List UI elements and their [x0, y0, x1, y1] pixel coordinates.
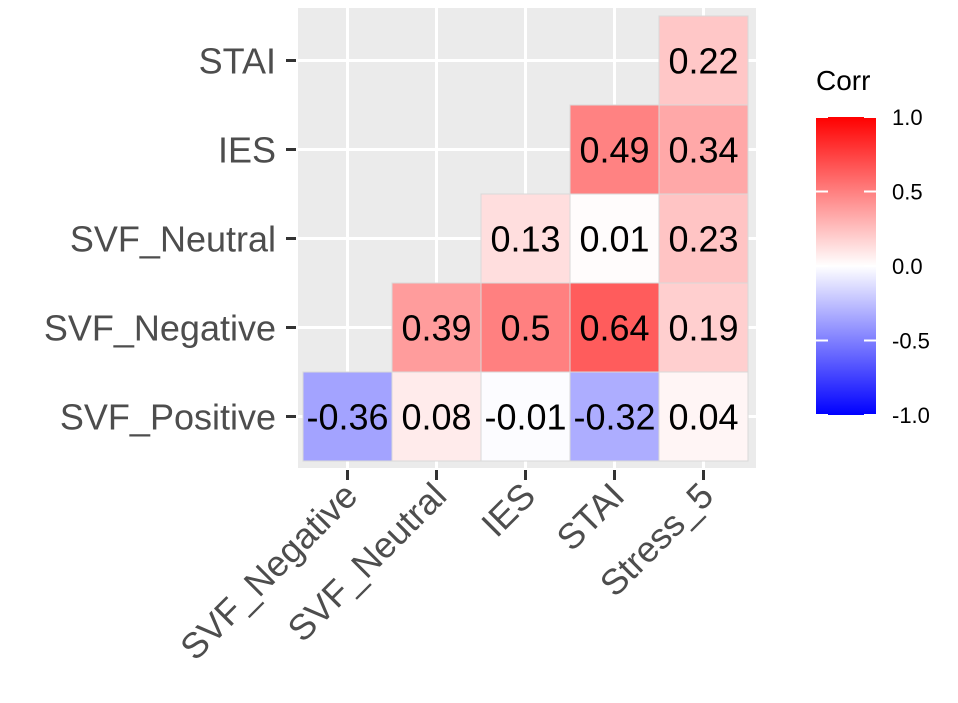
- heatmap-cell: [480, 371, 571, 462]
- heatmap-cell: [658, 282, 749, 373]
- heatmap-cell: [391, 371, 482, 462]
- y-tick-label: SVF_Positive: [60, 397, 276, 438]
- cell-value-label: 0.49: [579, 130, 649, 171]
- heatmap-cell: [658, 15, 749, 106]
- cell-value-label: 0.13: [490, 219, 560, 260]
- y-tick-label: SVF_Negative: [44, 308, 276, 349]
- cell-value-label: 0.19: [668, 308, 738, 349]
- heatmap-cell: [658, 193, 749, 284]
- legend-tick-label: 0.5: [892, 180, 923, 205]
- legend-title: Corr: [816, 65, 870, 96]
- cell-value-label: 0.23: [668, 219, 738, 260]
- x-tick-label: STAI: [548, 475, 632, 559]
- heatmap-cell: [480, 193, 571, 284]
- cell-value-label: 0.34: [668, 130, 738, 171]
- x-tick-label: IES: [473, 475, 543, 545]
- color-legend: Corr 1.0 0.5 0.0 -0.5 -1.0: [816, 65, 930, 428]
- cell-value-label: -0.32: [573, 397, 655, 438]
- heatmap-cell: [658, 104, 749, 195]
- cell-value-label: -0.36: [306, 397, 388, 438]
- y-tick-label: IES: [218, 130, 276, 171]
- legend-tick-label: 0.0: [892, 254, 923, 279]
- heatmap-cell: [391, 282, 482, 373]
- legend-tick-label: -1.0: [892, 403, 930, 428]
- y-axis: SVF_Positive SVF_Negative SVF_Neutral IES ST…: [44, 41, 296, 438]
- heatmap-cell: [658, 371, 749, 462]
- cell-value-label: 0.01: [579, 219, 649, 260]
- cell-value-label: 0.64: [579, 308, 649, 349]
- cell-value-label: 0.39: [401, 308, 471, 349]
- cell-value-label: 0.22: [668, 41, 738, 82]
- cell-value-label: 0.04: [668, 397, 738, 438]
- y-tick-label: SVF_Neutral: [70, 219, 276, 260]
- heatmap-cell: [569, 193, 660, 284]
- y-tick-label: STAI: [199, 41, 276, 82]
- heatmap-cell: [302, 371, 393, 462]
- legend-tick-label: -0.5: [892, 329, 930, 354]
- heatmap-cells: -0.36 0.08 -0.01 -0.32 0.04 0.39 0.5 0.64 0.19 0.…: [302, 15, 749, 462]
- cell-value-label: 0.08: [401, 397, 471, 438]
- legend-ticks: 1.0 0.5 0.0 -0.5 -1.0: [816, 105, 930, 428]
- heatmap-cell: [480, 282, 571, 373]
- cell-value-label: -0.01: [484, 397, 566, 438]
- cell-value-label: 0.5: [500, 308, 550, 349]
- legend-tick-label: 1.0: [892, 105, 923, 130]
